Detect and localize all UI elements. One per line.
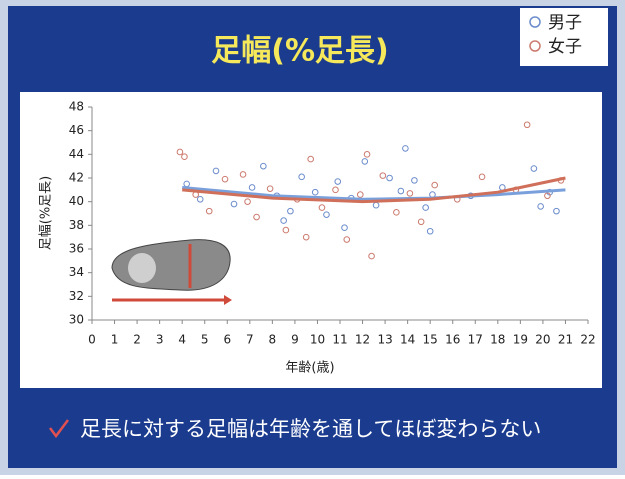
x-tick-label: 4 xyxy=(178,333,186,347)
y-tick-label: 46 xyxy=(69,123,84,137)
point xyxy=(244,198,251,205)
x-tick-label: 6 xyxy=(223,333,231,347)
point xyxy=(356,191,364,198)
point xyxy=(334,178,342,185)
y-tick-label: 36 xyxy=(69,242,84,256)
arrow-head xyxy=(224,295,232,305)
foot-inset xyxy=(106,238,234,310)
x-tick-label: 5 xyxy=(201,333,209,347)
point xyxy=(537,203,544,210)
point xyxy=(212,167,220,175)
x-tick-label: 8 xyxy=(269,333,277,347)
point xyxy=(176,148,184,156)
trend-line xyxy=(182,176,566,204)
x-tick-label: 21 xyxy=(558,333,573,347)
point xyxy=(323,211,330,218)
legend-marker xyxy=(529,40,541,52)
heel-shape xyxy=(128,253,156,283)
y-tick-label: 34 xyxy=(69,265,84,279)
trend-line xyxy=(182,185,566,201)
point xyxy=(363,151,371,158)
x-tick-label: 2 xyxy=(133,333,141,347)
y-tick-label: 48 xyxy=(69,100,84,114)
y-tick-label: 44 xyxy=(69,147,84,161)
y-tick-label: 38 xyxy=(69,218,84,232)
point xyxy=(287,207,294,215)
point xyxy=(221,175,229,183)
legend-label: 女子 xyxy=(548,37,582,57)
point xyxy=(311,188,319,196)
point xyxy=(386,174,393,182)
point xyxy=(341,224,348,231)
point xyxy=(260,162,267,170)
point xyxy=(379,172,387,179)
point xyxy=(181,153,188,160)
point xyxy=(343,236,351,243)
x-tick-label: 22 xyxy=(580,333,595,347)
point xyxy=(266,185,274,192)
y-axis-label: 足幅(%足長) xyxy=(39,176,54,251)
point xyxy=(431,181,438,189)
x-tick-label: 20 xyxy=(535,333,550,347)
y-tick-label: 32 xyxy=(69,289,84,303)
point xyxy=(298,173,305,181)
x-tick-label: 3 xyxy=(156,333,164,347)
x-tick-label: 12 xyxy=(355,333,370,347)
point xyxy=(417,218,425,226)
chart-title: 足幅(%足長) xyxy=(211,34,388,69)
x-tick-label: 13 xyxy=(377,333,392,347)
point xyxy=(478,173,486,181)
point xyxy=(361,158,369,165)
point xyxy=(397,187,405,195)
x-tick-label: 15 xyxy=(423,333,438,347)
point xyxy=(302,233,310,241)
point xyxy=(411,177,418,184)
point xyxy=(530,165,538,172)
check-icon xyxy=(49,419,69,439)
point xyxy=(318,204,326,211)
legend-label: 男子 xyxy=(548,13,582,33)
point xyxy=(239,171,247,178)
point xyxy=(402,145,409,152)
x-tick-label: 19 xyxy=(513,333,528,347)
x-axis-label: 年齢(歳) xyxy=(285,361,334,376)
point xyxy=(544,192,551,200)
x-tick-label: 11 xyxy=(332,333,347,347)
point xyxy=(406,190,414,197)
point xyxy=(422,204,429,211)
point xyxy=(282,226,290,234)
point xyxy=(523,121,531,129)
x-tick-label: 10 xyxy=(310,333,325,347)
point xyxy=(196,196,204,203)
point xyxy=(307,155,314,163)
x-tick-label: 1 xyxy=(111,333,119,347)
x-tick-label: 17 xyxy=(468,333,483,347)
x-tick-label: 14 xyxy=(400,333,415,347)
x-tick-label: 9 xyxy=(291,333,299,347)
point xyxy=(553,207,560,215)
point xyxy=(368,252,375,260)
x-tick-label: 16 xyxy=(445,333,460,347)
y-tick-label: 30 xyxy=(69,313,84,327)
point xyxy=(426,227,434,235)
legend-marker xyxy=(529,16,541,28)
point xyxy=(230,200,238,208)
point xyxy=(393,209,400,216)
note-text: 足長に対する足幅は年齢を通してほぼ変わらない xyxy=(80,417,541,441)
x-tick-label: 7 xyxy=(246,333,254,347)
y-tick-label: 42 xyxy=(69,171,84,185)
y-tick-label: 40 xyxy=(69,194,84,208)
point xyxy=(253,213,260,221)
point xyxy=(280,217,287,224)
point xyxy=(248,184,256,191)
point xyxy=(205,207,213,215)
point xyxy=(332,186,339,194)
x-tick-label: 0 xyxy=(88,333,96,347)
x-tick-label: 18 xyxy=(490,333,505,347)
